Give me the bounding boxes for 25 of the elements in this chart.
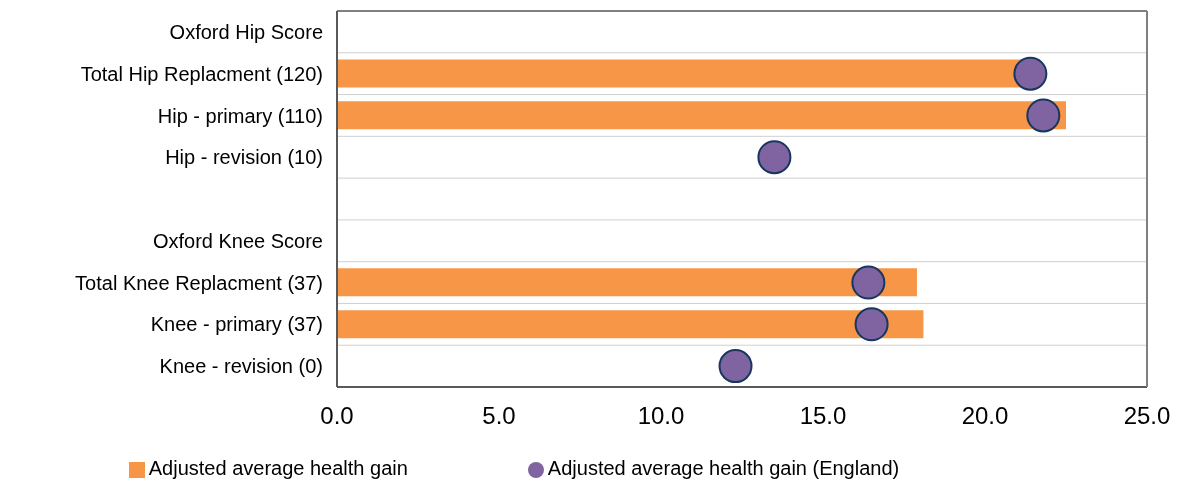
point [1013,56,1048,91]
point [851,265,886,300]
y-tick-label: Total Hip Replacment (120) [80,62,323,85]
y-tick-label: Hip - revision (10) [165,146,323,169]
y-tick-label: Total Knee Replacment (37) [75,271,323,294]
point [1026,98,1061,133]
legend-label: Adjusted average health gain (England) [547,457,900,479]
x-tick-label: 15.0 [799,402,847,430]
x-tick-label: 20.0 [961,402,1009,430]
x-tick-label: 25.0 [1123,402,1171,430]
y-tick-label: Hip - primary (110) [157,104,323,127]
bar [337,268,917,297]
point [718,349,753,384]
y-tick-label: Oxford Hip Score [169,20,323,43]
bar [337,101,1066,130]
y-tick-label: Knee - primary (37) [150,313,323,336]
point [757,140,792,175]
x-tick-label: 5.0 [482,402,516,430]
y-tick-label: Knee - revision (0) [159,355,323,378]
x-tick-label: 10.0 [637,402,685,430]
point [854,307,889,342]
legend-label: Adjusted average health gain [148,457,408,479]
bar [337,310,924,339]
y-tick-label: Oxford Knee Score [152,229,323,252]
x-tick-label: 0.0 [320,402,354,430]
